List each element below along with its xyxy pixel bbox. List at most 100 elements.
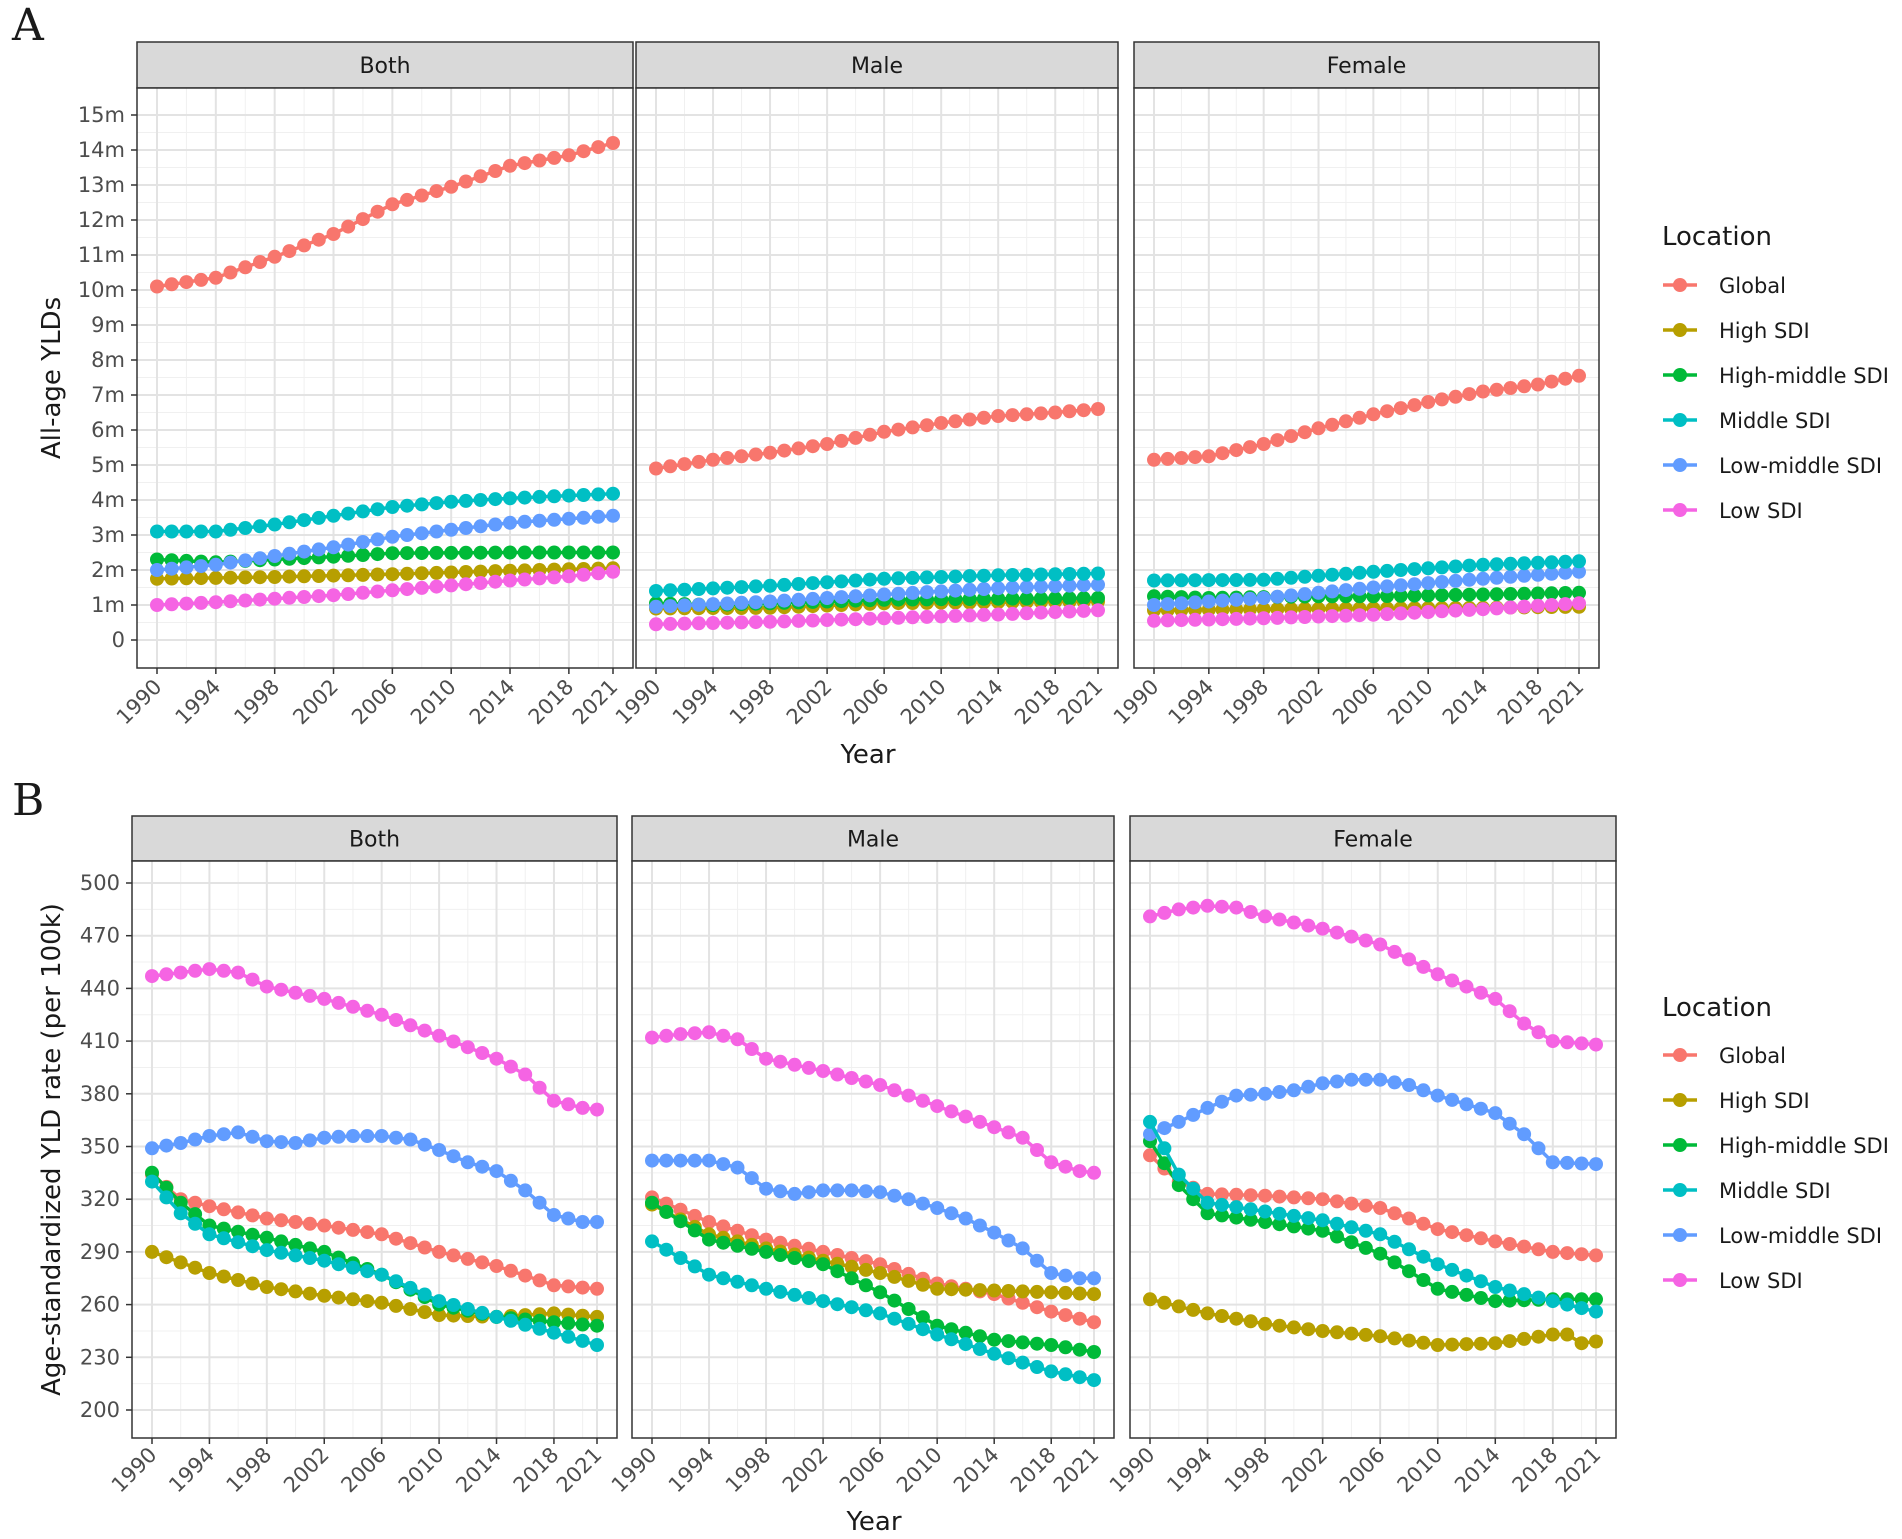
data-point [1572, 368, 1586, 383]
data-point [1186, 1192, 1201, 1207]
data-point [659, 1204, 674, 1219]
data-point [331, 1220, 346, 1235]
data-point [930, 1281, 945, 1296]
data-point [1589, 1037, 1603, 1052]
legend-label: Low SDI [1719, 1269, 1803, 1293]
data-point [1380, 589, 1395, 603]
data-point [1407, 577, 1422, 592]
data-point [877, 611, 892, 626]
legend-item: Low-middle SDI [1663, 454, 1882, 478]
data-point [1502, 1004, 1517, 1019]
data-point [245, 1227, 260, 1242]
data-point [360, 1129, 375, 1143]
data-point [1270, 610, 1285, 625]
data-point [576, 144, 591, 159]
data-point [777, 593, 792, 608]
data-point [417, 1287, 432, 1302]
data-point [1171, 902, 1186, 917]
data-point [691, 582, 706, 596]
data-point [444, 578, 459, 593]
data-point [561, 148, 576, 163]
data-point [547, 570, 562, 585]
data-point [744, 1241, 759, 1256]
data-point [858, 1278, 873, 1293]
data-point [805, 591, 820, 606]
data-point [1380, 404, 1395, 419]
data-point [816, 1064, 831, 1078]
data-point [1256, 437, 1271, 451]
data-point [1544, 566, 1559, 581]
data-point [532, 513, 547, 528]
data-point [1517, 599, 1532, 614]
data-point [446, 1248, 461, 1263]
data-point [1091, 566, 1105, 581]
data-point [1072, 1286, 1087, 1301]
legend-title: Location [1662, 993, 1772, 1023]
data-point [253, 551, 267, 566]
data-point [816, 1294, 831, 1309]
data-point [1200, 898, 1215, 913]
data-point [706, 597, 720, 612]
data-point [1434, 575, 1449, 589]
data-point [1393, 563, 1408, 577]
data-point [145, 1174, 159, 1189]
data-point [414, 188, 429, 203]
data-point [389, 1274, 403, 1289]
data-point [720, 580, 735, 595]
data-point [288, 1237, 303, 1252]
data-point [891, 586, 906, 601]
data-point [1448, 389, 1463, 404]
plot-border [1133, 87, 1600, 669]
data-point [575, 1333, 590, 1348]
data-point [1072, 1271, 1087, 1286]
data-point [1572, 564, 1586, 579]
data-point [532, 1195, 547, 1210]
data-point [830, 1067, 845, 1082]
data-point [948, 583, 963, 598]
data-point [267, 517, 282, 532]
data-point [576, 567, 591, 582]
data-point [1087, 1345, 1101, 1359]
data-point [1558, 554, 1573, 569]
data-point [414, 580, 429, 595]
data-point [1416, 1249, 1431, 1264]
data-point [374, 1267, 389, 1282]
data-point [663, 459, 678, 474]
data-point [1531, 1025, 1546, 1040]
y-tick-label: 470 [80, 924, 120, 948]
data-point [1358, 1240, 1373, 1255]
y-tick-label: 8m [91, 348, 125, 372]
x-tick-label: 2010 [892, 1443, 947, 1498]
data-point [145, 1141, 159, 1156]
data-point [1243, 440, 1257, 455]
data-point [716, 1157, 731, 1172]
data-point [403, 1280, 418, 1295]
data-point [687, 1259, 702, 1274]
data-point [1286, 1320, 1301, 1335]
data-point [1530, 555, 1545, 570]
data-point [173, 1195, 188, 1210]
data-point [1373, 1246, 1388, 1261]
x-tick-label: 1990 [1105, 1443, 1160, 1498]
data-point [1421, 561, 1436, 576]
data-point [848, 573, 863, 588]
data-point [208, 595, 223, 610]
data-point [934, 570, 949, 584]
data-point [805, 613, 820, 628]
data-point [1445, 1337, 1460, 1352]
data-point [179, 524, 194, 539]
data-point [1352, 608, 1367, 623]
data-point [1174, 596, 1189, 611]
data-point [1344, 1235, 1359, 1250]
data-point [238, 553, 253, 568]
legend-key-point [1673, 1183, 1687, 1197]
x-tick-label: 2014 [949, 1443, 1004, 1498]
data-point [547, 512, 562, 527]
data-point [649, 617, 663, 632]
data-point [801, 1060, 816, 1075]
x-tick-label: 1990 [107, 1443, 162, 1498]
data-point [238, 521, 253, 535]
data-point [1201, 573, 1216, 588]
